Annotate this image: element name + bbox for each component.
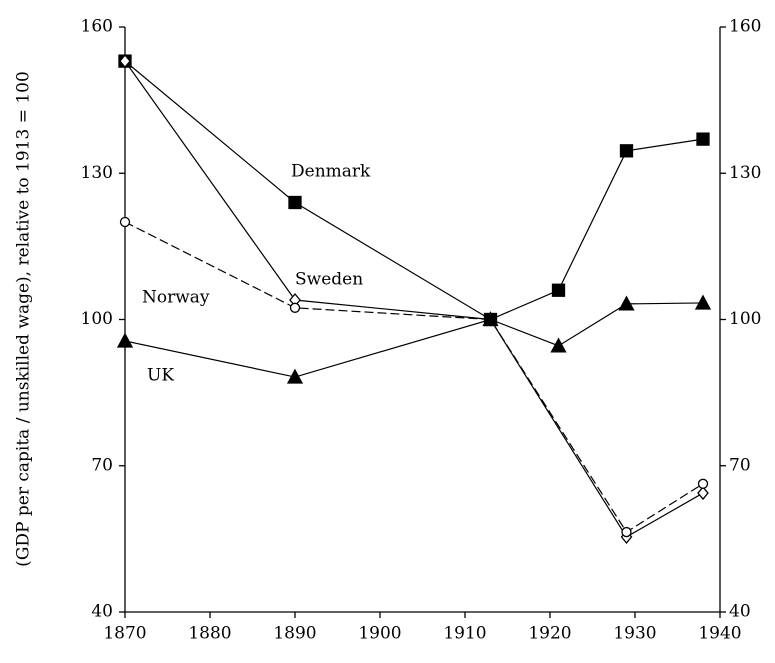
x-tick-label: 1920 [528, 624, 571, 644]
marker [119, 216, 131, 228]
x-tick-label: 1910 [443, 624, 486, 644]
marker [694, 294, 712, 310]
series-label: Denmark [291, 162, 371, 182]
y-axis-label: (GDP per capita / unskilled wage), relat… [14, 71, 34, 567]
marker [619, 144, 634, 158]
series-line [124, 302, 704, 378]
marker [289, 302, 301, 313]
marker [550, 337, 567, 353]
y2-tick-label: 130 [729, 163, 761, 183]
series-label: Sweden [295, 270, 363, 290]
x-tick-label: 1930 [613, 624, 656, 644]
y-tick-label: 130 [81, 163, 113, 183]
y2-tick-label: 160 [729, 17, 761, 37]
marker [116, 332, 134, 348]
y2-tick-label: 100 [729, 309, 761, 329]
y2-tick-label: 40 [729, 602, 751, 622]
x-tick-label: 1880 [188, 624, 231, 644]
y-tick-label: 40 [91, 602, 113, 622]
series-line [124, 221, 704, 533]
series-label: UK [147, 366, 174, 386]
series-label: Norway [142, 288, 210, 308]
marker [696, 132, 710, 146]
x-tick-label: 1940 [698, 624, 741, 644]
marker [288, 195, 302, 210]
marker [482, 311, 499, 327]
marker [618, 295, 635, 311]
marker [621, 526, 632, 538]
y-tick-label: 160 [81, 17, 113, 37]
y-tick-label: 70 [91, 455, 113, 475]
series-line [124, 60, 704, 321]
x-tick-label: 1870 [103, 624, 146, 644]
marker [697, 486, 709, 501]
x-tick-label: 1890 [273, 624, 316, 644]
marker [697, 478, 709, 489]
y2-tick-label: 70 [729, 455, 751, 475]
marker [286, 368, 304, 384]
marker [551, 283, 566, 297]
marker [119, 54, 131, 69]
x-tick-label: 1900 [358, 624, 401, 644]
y-tick-label: 100 [81, 309, 113, 329]
